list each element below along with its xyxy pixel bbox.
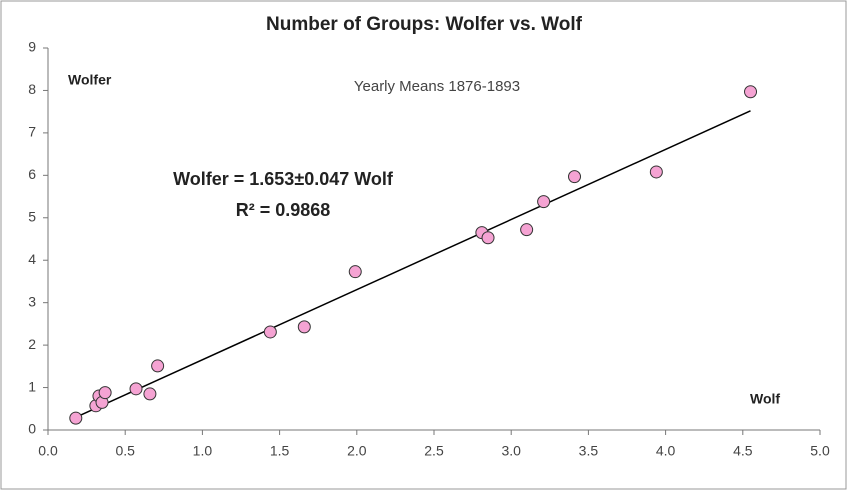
y-tick-label: 9: [28, 39, 36, 55]
x-tick-label: 4.5: [733, 443, 753, 459]
x-tick-label: 0.0: [38, 443, 58, 459]
point: [481, 231, 495, 245]
y-tick-label: 1: [28, 378, 36, 394]
point: [568, 170, 582, 184]
point: [151, 359, 165, 373]
y-tick-label: 2: [28, 336, 36, 352]
point: [348, 265, 362, 279]
x-tick-label: 1.0: [193, 443, 213, 459]
x-axis-label: Wolf: [750, 391, 780, 407]
point: [129, 382, 143, 396]
point: [143, 387, 157, 401]
subtitle: Yearly Means 1876-1893: [354, 78, 520, 95]
point: [744, 85, 758, 99]
point: [649, 165, 663, 179]
x-tick-label: 3.5: [579, 443, 599, 459]
y-tick-label: 4: [28, 251, 36, 267]
x-tick-label: 0.5: [115, 443, 135, 459]
y-axis-label: Wolfer: [68, 72, 112, 88]
equation: Wolfer = 1.653±0.047 Wolf: [173, 169, 394, 189]
y-tick-label: 8: [28, 81, 36, 97]
x-tick-label: 4.0: [656, 443, 676, 459]
chart-title: Number of Groups: Wolfer vs. Wolf: [266, 14, 583, 35]
x-tick-label: 3.0: [501, 443, 521, 459]
r-squared: R² = 0.9868: [236, 200, 331, 220]
point: [263, 325, 277, 339]
y-tick-label: 0: [28, 421, 36, 437]
y-tick-label: 3: [28, 293, 36, 309]
point: [537, 195, 551, 209]
point: [98, 386, 112, 400]
y-tick-label: 6: [28, 166, 36, 182]
point: [520, 223, 534, 237]
point: [297, 320, 311, 334]
y-tick-label: 7: [28, 124, 36, 140]
trendline: [75, 110, 751, 418]
y-tick-label: 5: [28, 208, 36, 224]
x-tick-label: 1.5: [270, 443, 290, 459]
x-tick-label: 2.0: [347, 443, 367, 459]
x-tick-label: 5.0: [810, 443, 830, 459]
x-tick-label: 2.5: [424, 443, 444, 459]
point: [69, 411, 83, 425]
